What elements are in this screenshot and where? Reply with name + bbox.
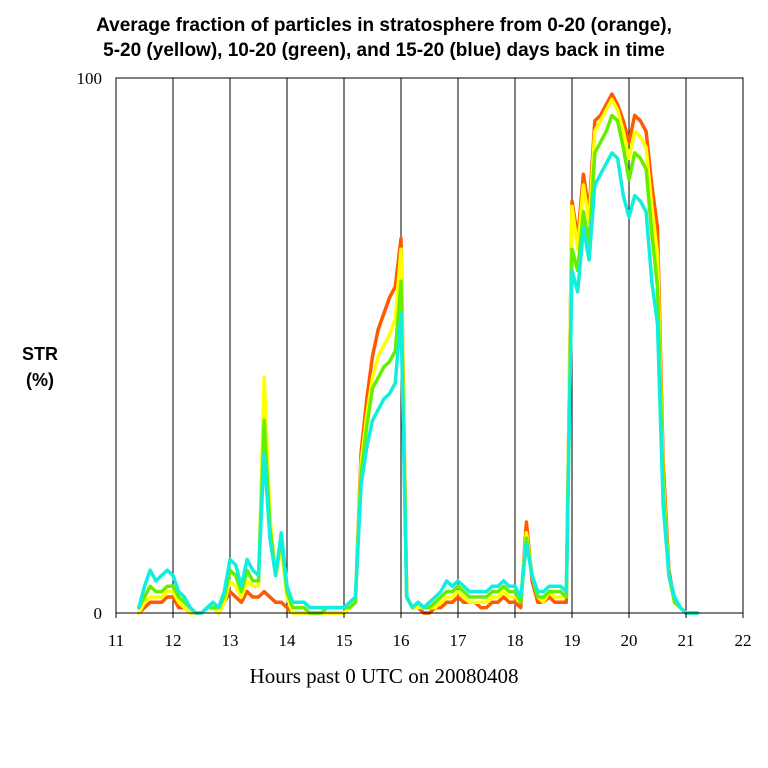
plot-frame (115, 77, 744, 614)
chart-title-line-2: 5-20 (yellow), 10-20 (green), and 15-20 … (103, 40, 665, 61)
x-axis-label: Hours past 0 UTC on 20080408 (250, 664, 519, 688)
series-group (137, 92, 700, 615)
x-ticks: 11 12 13 14 15 16 17 18 19 20 21 22 (108, 613, 752, 650)
series-line-2 (137, 113, 700, 615)
series-line-0 (137, 92, 700, 615)
y-tick-label-0: 0 (94, 604, 103, 623)
x-tick-label-20: 20 (621, 631, 638, 650)
series-line-1 (137, 97, 700, 615)
x-tick-label-13: 13 (222, 631, 239, 650)
x-tick-label-18: 18 (507, 631, 524, 650)
series-line-3 (137, 151, 700, 615)
y-axis-label-line-1: STR (22, 344, 58, 364)
x-tick-label-22: 22 (735, 631, 752, 650)
y-ticks: 0 100 (77, 69, 103, 623)
chart-title-line-1: Average fraction of particles in stratos… (96, 15, 672, 36)
x-tick-label-21: 21 (678, 631, 695, 650)
x-tick-label-19: 19 (564, 631, 581, 650)
y-axis-label-line-2: (%) (26, 370, 54, 390)
x-tick-label-15: 15 (336, 631, 353, 650)
x-tick-label-12: 12 (165, 631, 182, 650)
x-tick-label-16: 16 (393, 631, 410, 650)
x-tick-label-14: 14 (279, 631, 297, 650)
x-tick-label-11: 11 (108, 631, 124, 650)
x-tick-label-17: 17 (450, 631, 468, 650)
y-tick-label-100: 100 (77, 69, 103, 88)
